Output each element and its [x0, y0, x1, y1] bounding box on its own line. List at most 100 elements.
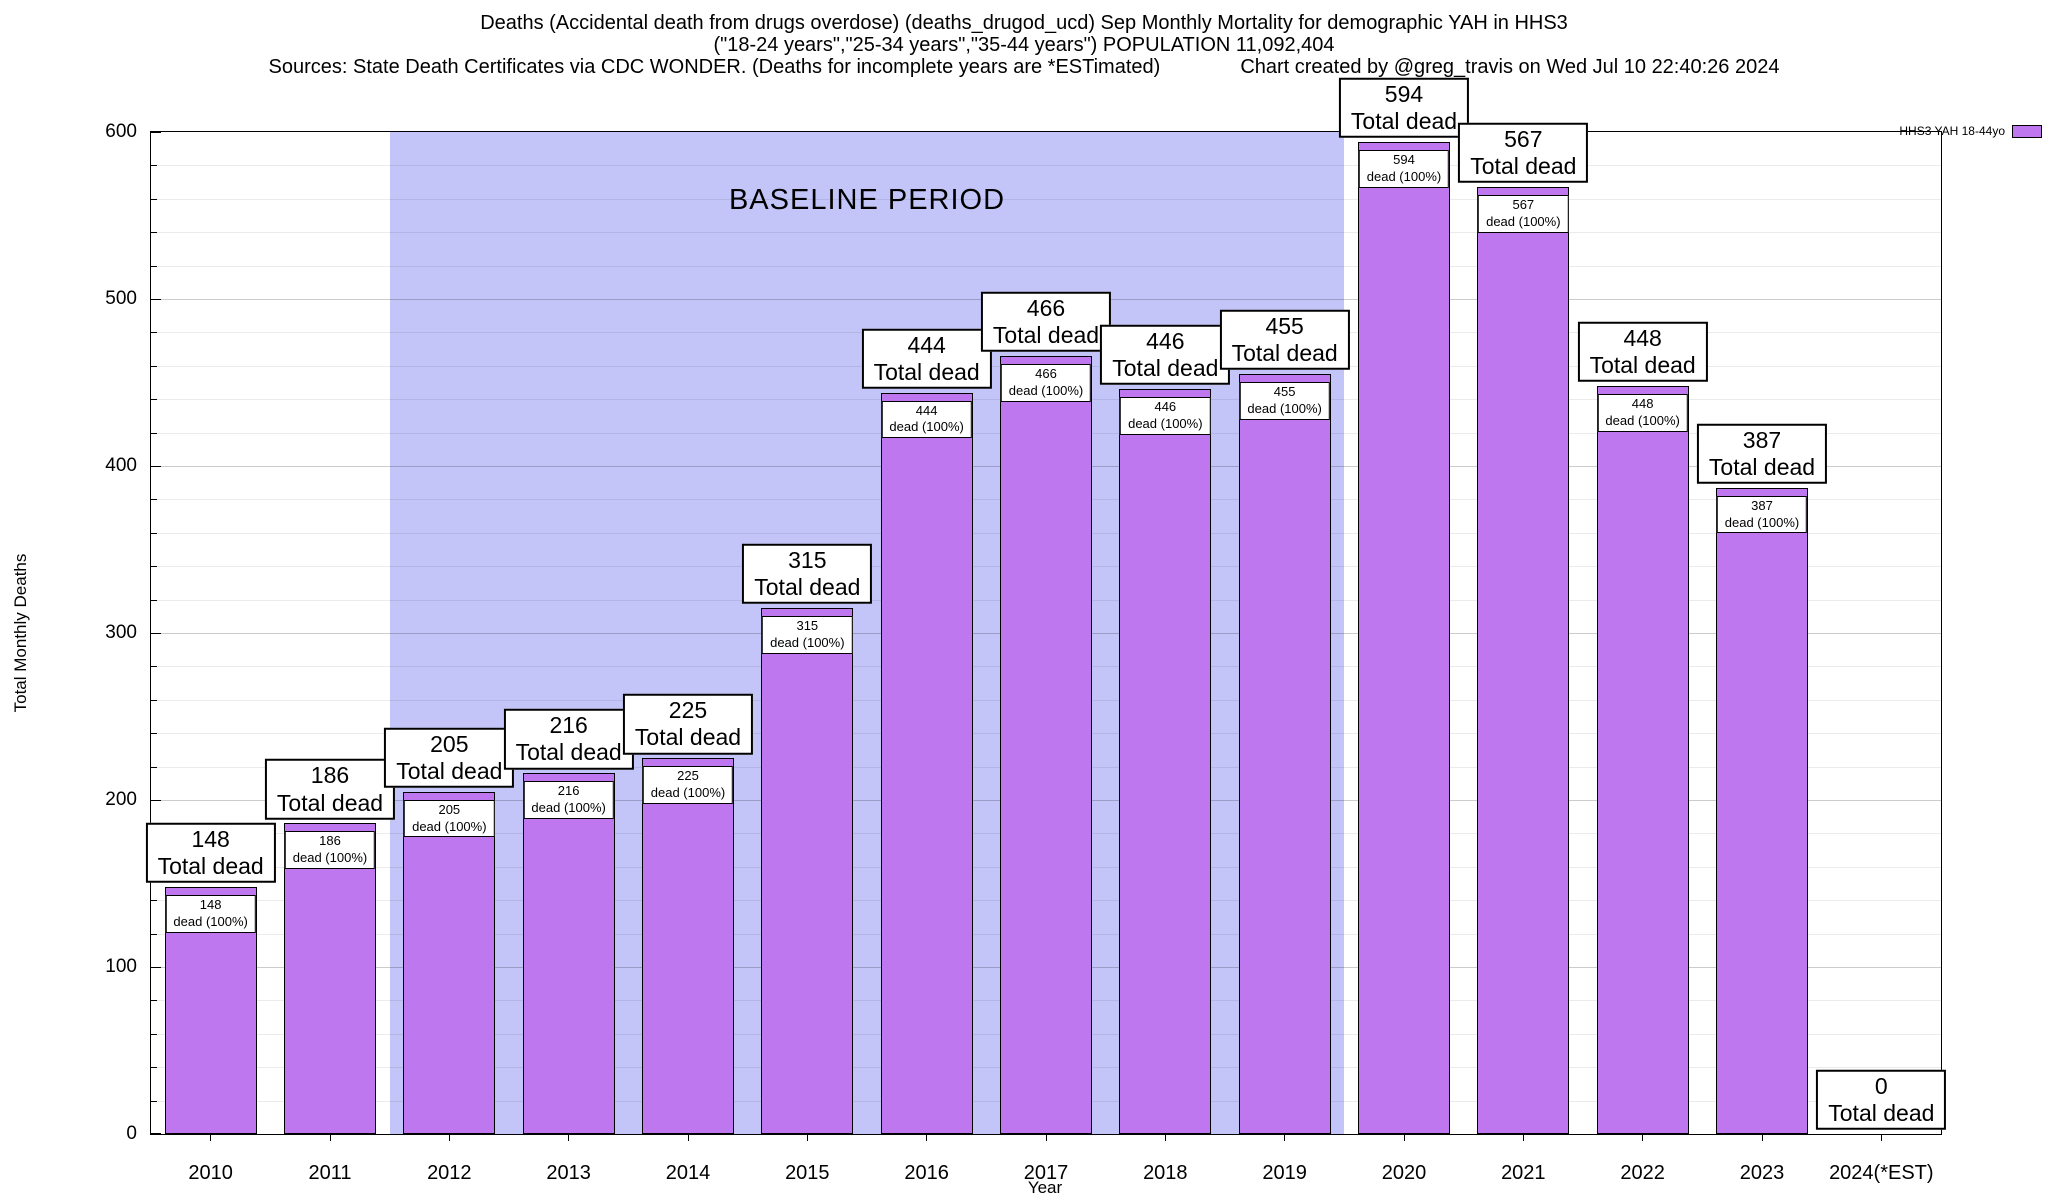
legend-swatch — [2012, 124, 2042, 138]
bar-total-label-2011: 186 Total dead — [264, 759, 396, 820]
bar-inner-label-2013: 216 dead (100%) — [523, 781, 614, 820]
x-tick-mark — [687, 1134, 689, 1141]
bar-inner-caption: dead (100%) — [1366, 168, 1442, 184]
bar-total-label-2018: 446 Total dead — [1100, 324, 1231, 386]
y-tick-label: 400 — [105, 455, 137, 476]
x-tick-label-2014: 2014 — [665, 1162, 711, 1184]
y-minor-tick-mark — [151, 900, 157, 902]
bar-total-label-2024est: 0 Total dead — [1816, 1069, 1947, 1130]
bar-2013 — [522, 773, 615, 1134]
bar-2023 — [1716, 487, 1808, 1134]
bar-total-caption: Total dead — [1112, 355, 1219, 382]
y-tick-mark — [151, 132, 161, 133]
bar-2014 — [642, 758, 734, 1134]
y-minor-tick-mark — [151, 198, 157, 200]
x-tick-label-2016: 2016 — [904, 1162, 949, 1184]
bar-total-label-2015: 315 Total dead — [742, 543, 873, 604]
bar-inner-value: 444 — [915, 402, 938, 418]
bar-total-value: 444 — [907, 331, 946, 358]
y-tick-mark — [151, 800, 161, 801]
bar-inner-label-2020: 594 dead (100%) — [1358, 150, 1450, 188]
x-tick-mark — [1522, 1134, 1524, 1141]
x-tick-label-2018: 2018 — [1143, 1162, 1188, 1184]
bar-total-caption: Total dead — [754, 573, 861, 600]
bar-total-value: 225 — [668, 697, 708, 723]
x-tick-label-2023: 2023 — [1739, 1162, 1785, 1184]
x-tick-label-2010: 2010 — [188, 1162, 233, 1184]
bar-total-value: 455 — [1265, 312, 1304, 339]
bar-total-value: 0 — [1874, 1072, 1888, 1099]
y-tick-mark — [151, 1133, 161, 1134]
y-minor-tick-mark — [151, 432, 157, 434]
bar-inner-label-2021: 567 dead (100%) — [1478, 195, 1569, 233]
x-tick-mark — [1164, 1134, 1166, 1141]
bar-total-value: 148 — [191, 825, 230, 852]
x-tick-mark — [1284, 1134, 1286, 1141]
y-minor-tick-mark — [151, 933, 157, 935]
bar-inner-caption: dead (100%) — [650, 785, 726, 801]
x-tick-mark — [926, 1134, 928, 1141]
x-tick-mark — [1403, 1134, 1405, 1141]
chart-title-line1: Deaths (Accidental death from drugs over… — [480, 12, 1568, 34]
bar-total-value: 205 — [430, 730, 469, 757]
bar-total-caption: Total dead — [1231, 340, 1338, 367]
bar-inner-value: 315 — [796, 617, 819, 633]
x-tick-mark — [1045, 1134, 1047, 1141]
bar-total-caption: Total dead — [992, 321, 1100, 348]
y-minor-tick-mark — [151, 1067, 157, 1069]
y-minor-tick-mark — [151, 1033, 157, 1035]
y-minor-gridline — [151, 265, 1941, 267]
bar-total-caption: Total dead — [1470, 152, 1577, 179]
y-minor-gridline — [151, 165, 1941, 167]
bar-total-value: 567 — [1504, 125, 1543, 152]
y-minor-gridline — [151, 232, 1941, 234]
bar-2016 — [880, 392, 973, 1134]
bar-inner-label-2022: 448 dead (100%) — [1597, 393, 1688, 432]
bar-inner-value: 466 — [1035, 365, 1057, 381]
bar-total-label-2019: 455 Total dead — [1219, 309, 1350, 371]
x-tick-label-2024est: 2024(*EST) — [1829, 1162, 1934, 1184]
y-tick-label: 100 — [105, 956, 137, 977]
y-tick-label: 500 — [105, 288, 137, 309]
bar-inner-label-2015: 315 dead (100%) — [762, 615, 853, 654]
x-tick-mark — [568, 1134, 570, 1141]
chart-title-line3: Sources: State Death Certificates via CD… — [0, 56, 2048, 79]
bar-inner-caption: dead (100%) — [1605, 412, 1680, 428]
x-tick-mark — [210, 1134, 212, 1141]
bar-inner-value: 205 — [438, 801, 461, 817]
x-tick-label-2019: 2019 — [1262, 1162, 1307, 1184]
bar-inner-caption: dead (100%) — [1008, 382, 1084, 398]
bar-inner-label-2012: 205 dead (100%) — [404, 799, 495, 838]
bar-total-value: 466 — [1026, 294, 1066, 321]
y-axis-label: Total Monthly Deaths — [11, 553, 30, 713]
bar-inner-value: 567 — [1512, 197, 1535, 213]
bar-inner-value: 387 — [1751, 497, 1773, 513]
x-tick-label-2011: 2011 — [308, 1162, 352, 1184]
x-tick-label-2021: 2021 — [1501, 1162, 1546, 1184]
bar-total-value: 594 — [1384, 80, 1424, 107]
bar-total-label-2021: 567 Total dead — [1458, 122, 1589, 184]
bar-total-caption: Total dead — [396, 757, 503, 784]
y-tick-label: 0 — [126, 1123, 137, 1144]
bar-2019 — [1238, 374, 1331, 1134]
bar-inner-caption: dead (100%) — [531, 800, 606, 816]
y-minor-tick-mark — [151, 599, 157, 601]
y-tick-label: 600 — [105, 121, 137, 142]
y-minor-tick-mark — [151, 165, 157, 167]
bar-2011 — [284, 823, 376, 1134]
bar-total-value: 216 — [549, 712, 588, 739]
baseline-period-label: BASELINE PERIOD — [728, 184, 1006, 216]
y-tick-mark — [151, 466, 161, 467]
x-tick-mark — [1642, 1134, 1644, 1141]
bar-total-value: 387 — [1742, 426, 1782, 453]
bar-inner-value: 455 — [1273, 384, 1296, 400]
bar-total-label-2020: 594 Total dead — [1338, 77, 1470, 139]
y-tick-label: 300 — [105, 622, 137, 643]
bar-total-caption: Total dead — [1708, 453, 1816, 480]
bar-inner-label-2019: 455 dead (100%) — [1239, 382, 1330, 420]
bar-inner-label-2014: 225 dead (100%) — [642, 766, 734, 805]
x-tick-label-2013: 2013 — [546, 1162, 591, 1184]
bar-total-label-2012: 205 Total dead — [384, 727, 515, 788]
y-minor-tick-mark — [151, 532, 157, 534]
